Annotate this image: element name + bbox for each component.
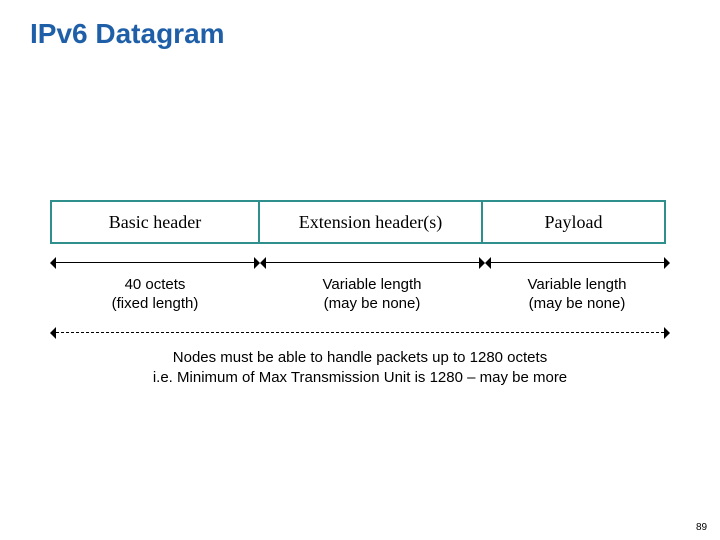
box-basic-header-label: Basic header (109, 212, 201, 233)
sublabel-extension-headers-line2: (may be none) (260, 295, 485, 314)
sublabel-payload-line2: (may be none) (485, 295, 670, 314)
box-basic-header: Basic header (50, 200, 260, 244)
footer-note-line2: i.e. Minimum of Max Transmission Unit is… (50, 368, 670, 388)
sublabel-basic-header: 40 octets (fixed length) (50, 276, 260, 314)
sublabel-basic-header-line1: 40 octets (50, 276, 260, 295)
datagram-boxes-row: Basic header Extension header(s) Payload (50, 200, 666, 244)
sublabel-payload-line1: Variable length (485, 276, 670, 295)
sublabel-extension-headers-line1: Variable length (260, 276, 485, 295)
sublabel-extension-headers: Variable length (may be none) (260, 276, 485, 314)
box-extension-headers-label: Extension header(s) (299, 212, 442, 233)
footer-note: Nodes must be able to handle packets up … (50, 348, 670, 387)
box-payload: Payload (481, 200, 666, 244)
box-extension-headers: Extension header(s) (258, 200, 483, 244)
sublabel-basic-header-line2: (fixed length) (50, 295, 260, 314)
box-payload-label: Payload (545, 212, 603, 233)
sublabel-payload: Variable length (may be none) (485, 276, 670, 314)
page-number: 89 (696, 522, 707, 533)
slide-title: IPv6 Datagram (30, 18, 225, 50)
footer-note-line1: Nodes must be able to handle packets up … (50, 348, 670, 368)
